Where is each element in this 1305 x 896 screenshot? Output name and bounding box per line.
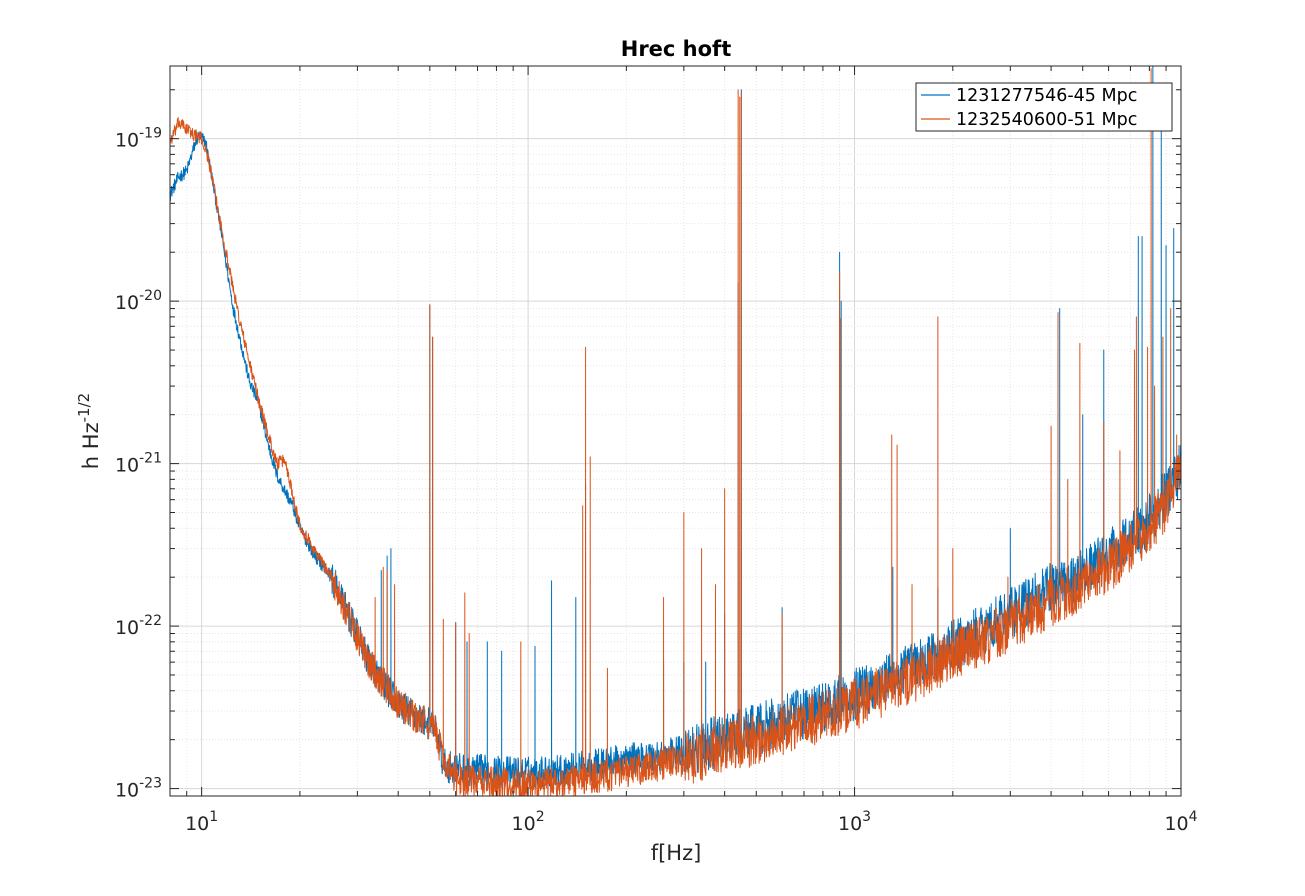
y-axis-label: h Hz-1/2 [75,393,103,469]
legend: 1231277546-45 Mpc 1232540600-51 Mpc [915,82,1173,132]
plot-lines [170,66,1181,796]
legend-label-series-2: 1232540600-51 Mpc [956,110,1137,130]
y-axis-label-main: h Hz [79,422,103,469]
series-line-2 [170,68,1181,796]
axis-ticks [169,66,1182,797]
y-tick-label: 10-23 [115,776,162,802]
x-axis-label: f[Hz] [651,841,702,865]
legend-label-series-1: 1231277546-45 Mpc [956,86,1137,106]
y-tick-label: 10-20 [115,288,162,314]
y-tick-label: 10-19 [115,126,162,152]
x-tick-label: 102 [512,809,545,835]
y-tick-label: 10-21 [115,451,162,477]
legend-box [915,82,1173,132]
x-tick-label: 101 [185,809,218,835]
axes-box [169,65,1182,797]
x-tick-label: 104 [1164,809,1197,835]
grid [169,66,1182,797]
y-tick-labels: 10-19 10-20 10-21 10-22 10-23 [115,126,162,802]
y-tick-label: 10-22 [115,613,162,639]
x-tick-label: 103 [838,809,871,835]
chart-title: Hrec hoft [621,37,732,61]
x-tick-labels: 101 102 103 104 [185,809,1198,835]
y-axis-label-superscript: -1/2 [75,393,93,423]
